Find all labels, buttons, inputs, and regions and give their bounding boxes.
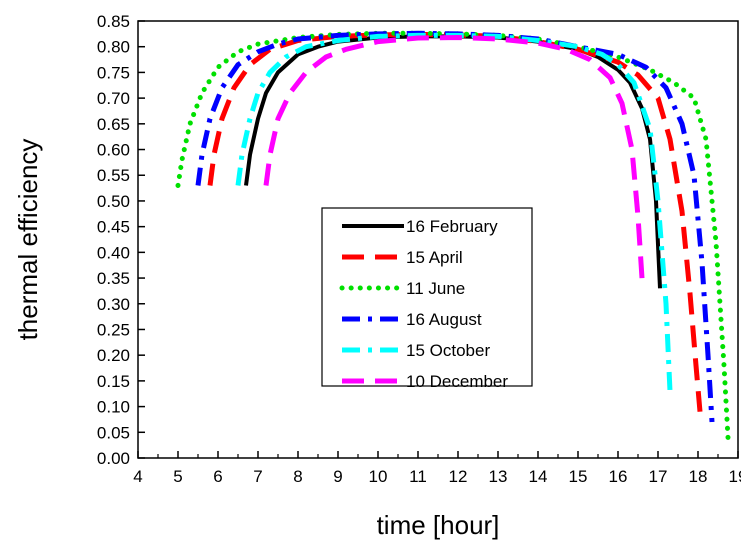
- y-tick-label: 0.35: [97, 269, 130, 288]
- y-axis-title: thermal efficiency: [13, 139, 43, 341]
- x-tick-label: 4: [133, 467, 142, 486]
- y-tick-label: 0.05: [97, 423, 130, 442]
- x-tick-label: 15: [569, 467, 588, 486]
- x-tick-label: 11: [409, 467, 427, 486]
- series-line-6: [263, 35, 645, 279]
- x-tick-label: 7: [253, 467, 262, 486]
- x-tick-label: 8: [293, 467, 302, 486]
- y-tick-label: 0.30: [97, 295, 130, 314]
- y-tick-label: 0.20: [97, 346, 130, 365]
- y-tick-label: 0.65: [97, 115, 130, 134]
- legend-label-6: 10 December: [406, 372, 508, 391]
- legend-label-5: 15 October: [406, 341, 490, 360]
- legend-label-4: 16 August: [406, 310, 482, 329]
- y-tick-label: 0.55: [97, 166, 130, 185]
- y-tick-label: 0.85: [97, 12, 130, 31]
- y-tick-label: 0.80: [97, 38, 130, 57]
- x-tick-label: 16: [609, 467, 628, 486]
- x-tick-label: 5: [173, 467, 182, 486]
- legend-label-1: 16 February: [406, 217, 498, 236]
- y-tick-label: 0.40: [97, 243, 130, 262]
- y-tick-label: 0.00: [97, 449, 130, 468]
- legend-label-2: 15 April: [406, 248, 463, 267]
- legend: 16 February 15 April 11 June 16 August 15 Oc…: [321, 207, 533, 391]
- y-tick-label: 0.75: [97, 63, 130, 82]
- x-tick-label: 13: [489, 467, 508, 486]
- x-tick-label: 17: [649, 467, 668, 486]
- x-tick-label: 14: [529, 467, 548, 486]
- x-tick-label: 12: [449, 467, 468, 486]
- x-tick-label: 10: [369, 467, 388, 486]
- y-axis: 0.00 0.05 0.10 0.15 0.20 0.25 0.30 0.35 0.40 0.45…: [97, 12, 145, 468]
- x-tick-label: 9: [333, 467, 342, 486]
- legend-label-3: 11 June: [406, 279, 465, 298]
- x-tick-label: 18: [689, 467, 708, 486]
- x-tick-label: 19: [729, 467, 741, 486]
- y-tick-label: 0.10: [97, 398, 130, 417]
- x-tick-label: 6: [213, 467, 222, 486]
- y-tick-label: 0.60: [97, 141, 130, 160]
- y-tick-label: 0.15: [97, 372, 130, 391]
- y-tick-label: 0.45: [97, 218, 130, 237]
- y-tick-label: 0.50: [97, 192, 130, 211]
- y-tick-label: 0.25: [97, 320, 130, 339]
- x-axis: 4 5 6 7 8 9 10 11 12 13 14 15 16 17 18 19: [133, 451, 741, 486]
- x-axis-title: time [hour]: [377, 510, 500, 540]
- series-layer: [175, 30, 731, 440]
- legend-box: [321, 207, 533, 387]
- y-tick-label: 0.70: [97, 89, 130, 108]
